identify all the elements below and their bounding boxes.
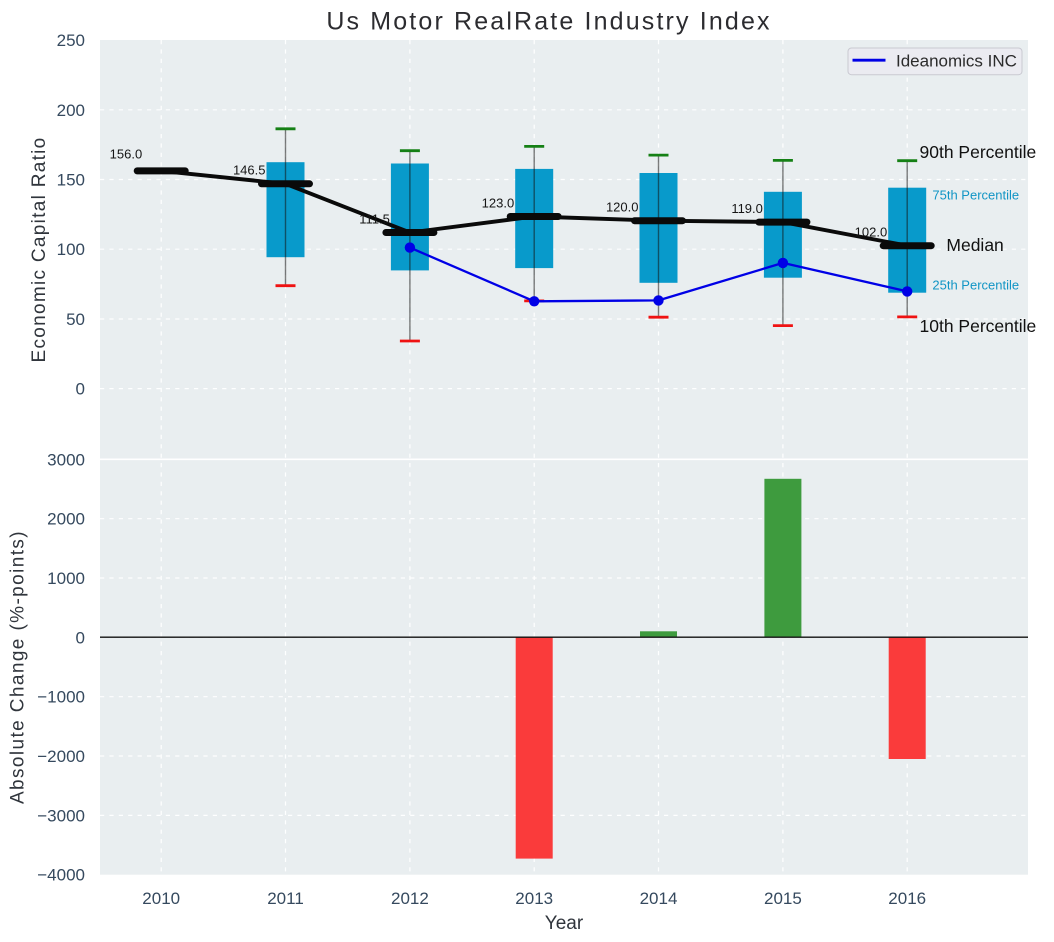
svg-text:1000: 1000 [47,569,85,588]
svg-text:10th Percentile: 10th Percentile [920,316,1037,336]
svg-text:123.0: 123.0 [482,195,515,210]
svg-text:Us Motor RealRate Industry Ind: Us Motor RealRate Industry Index [326,8,771,36]
svg-text:−4000: −4000 [37,866,85,885]
svg-text:25th Percentile: 25th Percentile [932,278,1019,293]
svg-text:−1000: −1000 [37,688,85,707]
svg-text:2014: 2014 [640,889,678,908]
svg-text:200: 200 [57,101,85,120]
svg-text:120.0: 120.0 [606,200,639,215]
svg-text:3000: 3000 [47,450,85,469]
svg-text:2000: 2000 [47,510,85,529]
svg-text:2011: 2011 [267,889,304,908]
svg-text:2012: 2012 [391,889,429,908]
svg-text:Ideanomics INC: Ideanomics INC [896,51,1017,70]
svg-text:146.5: 146.5 [233,163,266,178]
svg-text:100: 100 [57,240,85,259]
svg-text:50: 50 [66,310,85,329]
svg-text:156.0: 156.0 [110,146,143,161]
svg-text:2016: 2016 [888,889,926,908]
svg-text:119.0: 119.0 [731,201,763,216]
svg-text:−2000: −2000 [37,747,85,766]
svg-text:75th Percentile: 75th Percentile [932,188,1019,203]
svg-text:111.5: 111.5 [359,211,390,226]
svg-text:2010: 2010 [142,889,180,908]
svg-text:Median: Median [946,235,1003,255]
svg-text:0: 0 [76,628,85,647]
svg-text:102.0: 102.0 [855,225,888,240]
svg-text:2013: 2013 [515,889,553,908]
svg-text:2015: 2015 [764,889,802,908]
svg-text:Absolute Change (%-points): Absolute Change (%-points) [8,530,29,804]
svg-text:150: 150 [57,171,85,190]
svg-text:Year: Year [545,913,584,934]
svg-text:250: 250 [57,31,85,50]
svg-text:0: 0 [76,380,85,399]
svg-text:−3000: −3000 [37,806,85,825]
svg-text:90th Percentile: 90th Percentile [920,142,1037,162]
svg-text:Economic Capital Ratio: Economic Capital Ratio [29,136,50,362]
